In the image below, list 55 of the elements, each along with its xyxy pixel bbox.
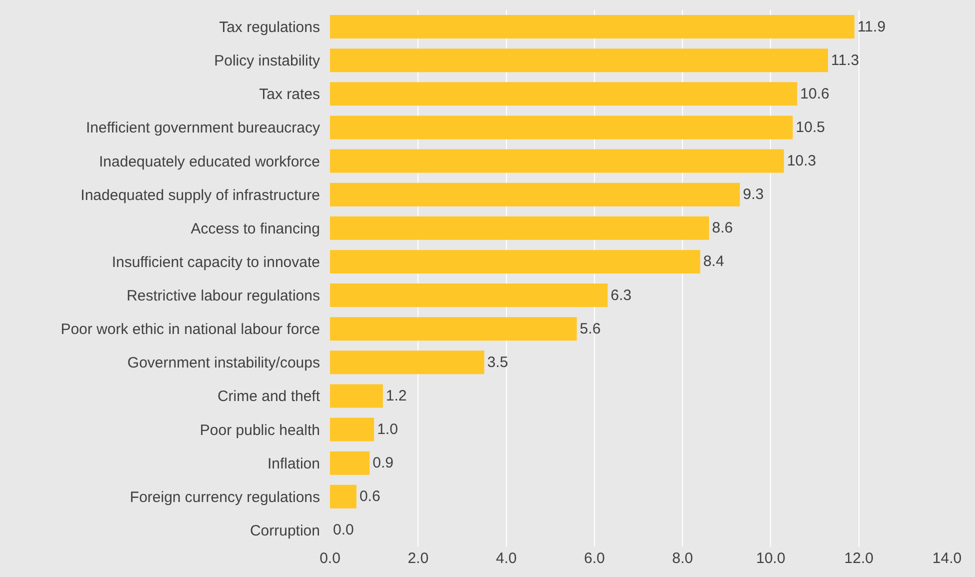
y-tick-label: Corruption <box>250 522 320 540</box>
y-tick-label: Inadequately educated workforce <box>99 153 320 170</box>
bar <box>330 116 793 140</box>
bar <box>330 48 828 72</box>
bar <box>330 250 700 274</box>
y-tick-label: Foreign currency regulations <box>130 488 320 506</box>
bar <box>330 182 740 206</box>
data-label: 3.5 <box>487 354 508 371</box>
data-label: 8.6 <box>712 220 733 237</box>
x-tick-label: 2.0 <box>408 550 429 567</box>
x-tick-label: 14.0 <box>932 550 962 567</box>
x-tick-label: 8.0 <box>672 550 693 567</box>
bar <box>330 451 370 475</box>
x-tick-label: 4.0 <box>496 550 517 567</box>
bar <box>330 82 798 106</box>
data-label: 9.3 <box>742 186 764 204</box>
x-tick-label: 0.0 <box>320 550 340 567</box>
bar <box>330 418 374 442</box>
data-label: 0.6 <box>359 488 380 506</box>
bar <box>330 149 784 173</box>
data-label: 10.3 <box>786 152 816 170</box>
data-label: 10.5 <box>796 118 825 136</box>
bar <box>330 317 577 341</box>
y-tick-label: Access to financing <box>190 220 320 238</box>
bar <box>330 484 356 508</box>
data-label: 6.3 <box>610 286 632 304</box>
data-label: 11.9 <box>857 18 886 36</box>
y-tick-label: Tax regulations <box>219 19 320 36</box>
x-tick-label: 12.0 <box>844 550 874 567</box>
y-tick-label: Government instability/coups <box>127 354 320 372</box>
x-tick-label: 10.0 <box>756 550 786 567</box>
y-tick-label: Policy instability <box>214 52 320 70</box>
data-label: 0.0 <box>333 522 354 539</box>
bar <box>330 350 484 374</box>
data-label: 0.9 <box>372 454 394 472</box>
bar <box>330 216 710 240</box>
data-label: 11.3 <box>831 52 860 69</box>
y-tick-label: Tax rates <box>259 86 320 104</box>
data-label: 8.4 <box>703 253 724 270</box>
data-label: 1.0 <box>377 421 398 438</box>
y-tick-label: Inflation <box>267 455 320 472</box>
y-tick-label: Crime and theft <box>217 388 321 406</box>
bar <box>330 15 854 39</box>
x-tick-label: 6.0 <box>584 550 605 567</box>
y-tick-label: Restrictive labour regulations <box>126 288 320 305</box>
y-tick-label: Poor work ethic in national labour force <box>60 321 320 338</box>
y-tick-label: Inadequated supply of infrastructure <box>80 186 320 204</box>
data-label: 5.6 <box>580 320 601 338</box>
y-tick-label: Inefficient government bureaucracy <box>86 120 320 137</box>
data-label: 1.2 <box>386 387 407 404</box>
y-tick-label: Poor public health <box>200 422 320 439</box>
bar <box>330 284 608 308</box>
bar <box>330 384 383 408</box>
y-tick-label: Insufficient capacity to innovate <box>112 254 320 271</box>
data-label: 10.6 <box>800 85 830 102</box>
